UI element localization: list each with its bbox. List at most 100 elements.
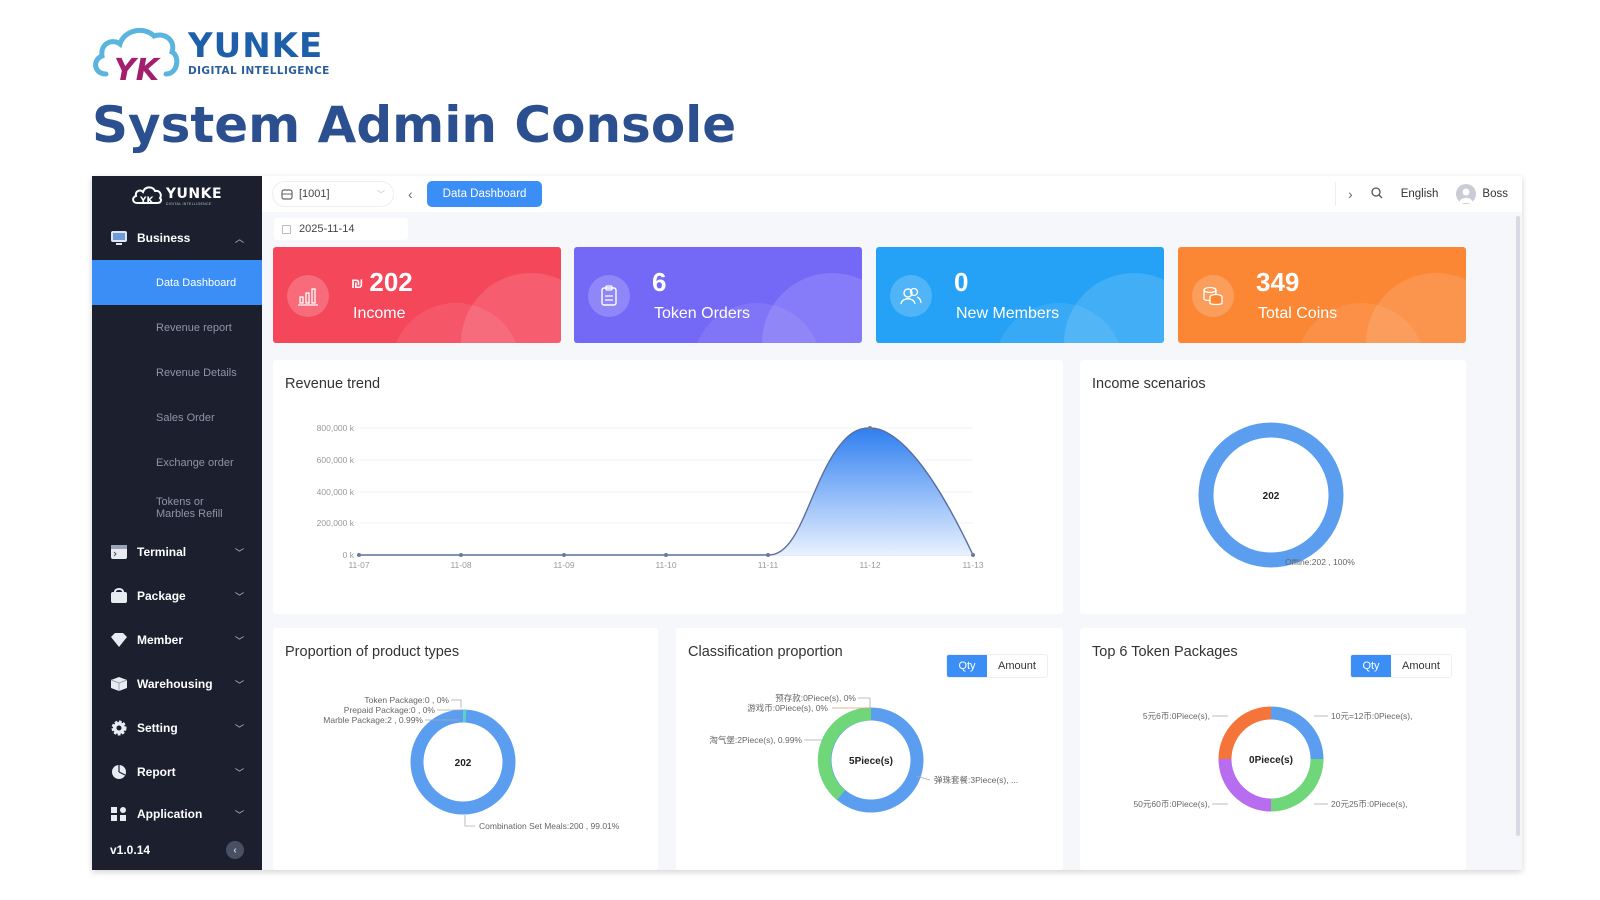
chevron-down-icon: ﹀: [377, 189, 385, 199]
stat-label: Token Orders: [654, 305, 751, 322]
sidebar-group-warehousing[interactable]: Warehousing ﹀: [92, 662, 262, 706]
sidebar-logo: YK YUNKE DIGITAL INTELLIGENCE: [92, 176, 262, 216]
diamond-icon: [110, 632, 128, 648]
stat-value: 202: [369, 267, 413, 297]
calendar-icon: [282, 224, 291, 234]
page-title: System Admin Console: [92, 96, 737, 154]
panel-title: Income scenarios: [1092, 376, 1206, 392]
brand-subtitle: DIGITAL INTELLIGENCE: [188, 65, 330, 77]
sidebar-item-sales-order[interactable]: Sales Order: [156, 411, 215, 424]
user-menu[interactable]: Boss: [1456, 184, 1508, 204]
svg-text:11-09: 11-09: [553, 560, 574, 570]
panel-revenue-trend: Revenue trend 800,000 k 600,000 k 400,00…: [273, 360, 1063, 614]
sidebar-item-revenue-report[interactable]: Revenue report: [156, 321, 232, 334]
panel-title: Classification proportion: [688, 644, 843, 660]
app-window: YK YUNKE DIGITAL INTELLIGENCE Business ︿…: [92, 176, 1522, 870]
sidebar-item-data-dashboard[interactable]: Data Dashboard: [92, 260, 262, 305]
terminal-icon: [110, 544, 128, 560]
panel-title: Revenue trend: [285, 376, 381, 392]
sidebar-group-setting[interactable]: Setting ﹀: [92, 706, 262, 750]
date-picker[interactable]: 2025-11-14: [274, 218, 408, 240]
stat-label: Income: [353, 305, 406, 322]
sidebar-group-application[interactable]: Application ﹀: [92, 794, 262, 834]
divider: [1335, 182, 1337, 206]
sidebar-item-tokens-refill[interactable]: Tokens or Marbles Refill: [156, 495, 223, 520]
chevron-down-icon: ﹀: [234, 635, 244, 646]
toggle-amount[interactable]: Amount: [1391, 655, 1451, 677]
tab-data-dashboard[interactable]: Data Dashboard: [426, 181, 543, 207]
gear-icon: [110, 720, 128, 736]
bag-icon: [110, 588, 128, 604]
tabs-prev-button[interactable]: ‹: [408, 186, 413, 202]
chevron-down-icon: ﹀: [234, 547, 244, 558]
pie-icon: [110, 764, 128, 780]
currency-symbol: ₪: [351, 274, 364, 291]
toggle-qty[interactable]: Qty: [1351, 655, 1391, 677]
date-value: 2025-11-14: [299, 223, 355, 235]
chevron-down-icon: ﹀: [234, 723, 244, 734]
svg-text:预存款:0Piece(s), 0%: 预存款:0Piece(s), 0%: [775, 693, 856, 703]
sidebar-group-label: Business: [137, 231, 191, 245]
toggle-qty[interactable]: Qty: [947, 655, 987, 677]
svg-text:10元=12币:0Piece(s),: 10元=12币:0Piece(s),: [1331, 711, 1413, 721]
sidebar-group-label: Report: [137, 765, 176, 779]
svg-text:11-07: 11-07: [348, 560, 369, 570]
sidebar-group-report[interactable]: Report ﹀: [92, 750, 262, 794]
svg-text:5元6币:0Piece(s),: 5元6币:0Piece(s),: [1143, 711, 1210, 721]
sidebar-footer: v1.0.14 ‹: [92, 830, 262, 870]
topbar-right: › English Boss: [1335, 182, 1522, 206]
sidebar-item-exchange-order[interactable]: Exchange order: [156, 456, 234, 469]
chevron-up-icon: ︿: [234, 233, 244, 244]
panel-top-packages: Top 6 Token Packages Qty Amount 0Piece(s…: [1080, 628, 1466, 870]
svg-text:Combination Set Meals:200 , 99: Combination Set Meals:200 , 99.01%: [479, 821, 620, 831]
stat-card-total-coins: 349 Total Coins: [1178, 247, 1466, 343]
scrollbar[interactable]: [1516, 216, 1520, 836]
svg-text:游戏币:0Piece(s), 0%: 游戏币:0Piece(s), 0%: [747, 703, 828, 713]
qty-amount-toggle: Qty Amount: [1350, 654, 1452, 678]
sidebar-group-terminal[interactable]: Terminal ﹀: [92, 530, 262, 574]
tabs-next-button[interactable]: ›: [1348, 186, 1353, 202]
stat-value: 0: [954, 267, 969, 297]
svg-text:600,000 k: 600,000 k: [317, 455, 355, 465]
store-select[interactable]: [1001] ﹀: [272, 181, 394, 207]
search-icon[interactable]: [1371, 186, 1383, 202]
sidebar-group-label: Setting: [137, 721, 178, 735]
stat-card-token-orders: 6 Token Orders: [574, 247, 862, 343]
sidebar-group-label: Terminal: [137, 545, 187, 559]
avatar: [1456, 184, 1477, 204]
collapse-sidebar-button[interactable]: ‹: [226, 841, 244, 859]
clipboard-icon: [588, 275, 630, 317]
brand-name: YUNKE: [188, 26, 324, 66]
apps-icon: [110, 806, 128, 822]
panel-classification: Classification proportion Qty Amount 5Pi…: [676, 628, 1063, 870]
version-label: v1.0.14: [110, 843, 151, 857]
coins-icon: [1192, 275, 1234, 317]
sidebar-item-revenue-details[interactable]: Revenue Details: [156, 366, 237, 379]
svg-text:0Piece(s): 0Piece(s): [1249, 755, 1293, 766]
language-switch[interactable]: English: [1400, 188, 1439, 200]
svg-text:800,000 k: 800,000 k: [317, 423, 355, 433]
sidebar-logo-sub: DIGITAL INTELLIGENCE: [165, 202, 212, 206]
svg-text:202: 202: [455, 758, 472, 769]
svg-text:弹珠套餐:3Piece(s), ...: 弹珠套餐:3Piece(s), ...: [934, 775, 1018, 785]
sidebar-group-member[interactable]: Member ﹀: [92, 618, 262, 662]
svg-text:0 k: 0 k: [343, 550, 355, 560]
sidebar-group-package[interactable]: Package ﹀: [92, 574, 262, 618]
chevron-down-icon: ﹀: [234, 767, 244, 778]
chevron-down-icon: ﹀: [234, 809, 244, 820]
revenue-trend-chart: 800,000 k 600,000 k 400,000 k 200,000 k …: [317, 423, 984, 570]
box-icon: [110, 676, 128, 692]
sidebar-group-label: Application: [137, 807, 203, 821]
svg-text:11-12: 11-12: [859, 560, 880, 570]
sidebar-group-business[interactable]: Business ︿: [92, 216, 262, 260]
chevron-down-icon: ﹀: [234, 591, 244, 602]
svg-text:200,000 k: 200,000 k: [317, 518, 355, 528]
stat-label: New Members: [956, 305, 1060, 322]
cloud-logo-icon: YK: [93, 27, 180, 84]
bar-chart-icon: [287, 275, 329, 317]
toggle-amount[interactable]: Amount: [987, 655, 1047, 677]
monitor-icon: [110, 230, 128, 246]
svg-text:Token Package:0 , 0%: Token Package:0 , 0%: [364, 695, 449, 705]
chevron-down-icon: ﹀: [234, 679, 244, 690]
svg-text:Prepaid Package:0 , 0%: Prepaid Package:0 , 0%: [344, 705, 436, 715]
